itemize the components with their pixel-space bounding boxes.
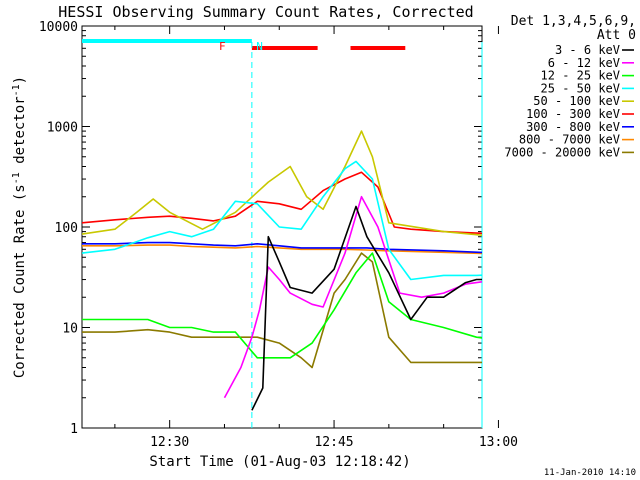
series-line-1 — [251, 205, 482, 411]
legend-label: 100 - 300 keV — [526, 107, 620, 121]
y-tick-label: 1 — [70, 422, 78, 437]
y-tick-label: 100 — [55, 221, 78, 236]
flag-label: N — [256, 40, 263, 53]
y-tick-label: 1000 — [47, 121, 78, 136]
legend-label: 6 - 12 keV — [548, 56, 620, 70]
series-line-2 — [223, 195, 482, 399]
legend-label: 7000 - 20000 keV — [504, 145, 620, 159]
y-axis: 1 10 100 1000 10000 — [39, 20, 482, 437]
series-lines — [82, 130, 482, 411]
legend-label: 300 - 800 keV — [526, 120, 620, 134]
series-line-3 — [82, 252, 482, 359]
series-line-6 — [82, 171, 482, 235]
series-line-4 — [82, 160, 482, 281]
series-line-7 — [82, 241, 482, 254]
footer-date: 11-Jan-2010 14:10 — [544, 468, 636, 478]
y-axis-label: Corrected Count Rate (s-1 detector-1) — [11, 76, 29, 378]
series-line-9 — [82, 252, 482, 369]
legend-label: 12 - 25 keV — [541, 69, 620, 83]
y-tick-label: 10 — [62, 322, 78, 337]
x-tick-label: 13:00 — [479, 435, 518, 450]
x-tick-label: 12:30 — [150, 435, 189, 450]
legend-label: 800 - 7000 keV — [519, 133, 620, 147]
legend-header-detectors: Det 1,3,4,5,6,9, — [511, 14, 636, 29]
y-tick-label: 10000 — [39, 20, 78, 35]
chart-title: HESSI Observing Summary Count Rates, Cor… — [58, 3, 473, 21]
x-tick-label: 12:45 — [314, 435, 353, 450]
flag-label: F — [219, 40, 226, 53]
legend-label: 25 - 50 keV — [541, 81, 620, 95]
legend-label: 3 - 6 keV — [555, 43, 620, 57]
series-line-5 — [82, 130, 482, 236]
legend-header-attenuator: Att 0 — [597, 28, 636, 43]
series-line-8 — [82, 244, 482, 255]
x-axis-label: Start Time (01-Aug-03 12:18:42) — [149, 454, 410, 470]
legend-label: 50 - 100 keV — [533, 94, 620, 108]
